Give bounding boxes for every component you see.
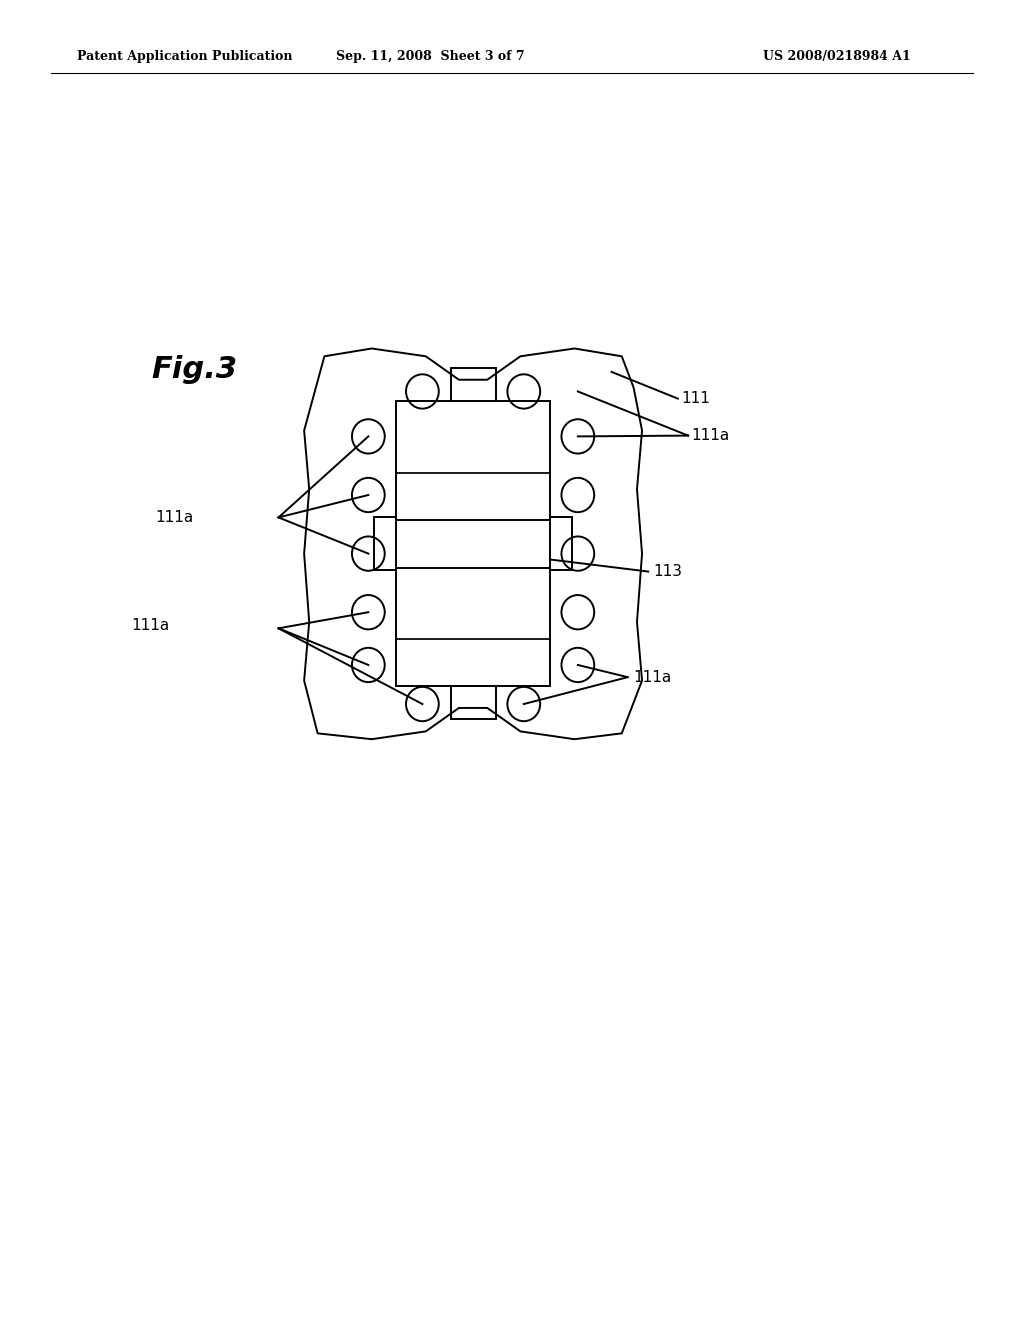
Text: Sep. 11, 2008  Sheet 3 of 7: Sep. 11, 2008 Sheet 3 of 7 (336, 50, 524, 63)
Bar (550, 517, 572, 570)
Text: US 2008/0218984 A1: US 2008/0218984 A1 (763, 50, 910, 63)
Bar (451, 686, 496, 719)
Text: 111a: 111a (156, 510, 194, 525)
Text: 111a: 111a (691, 428, 729, 444)
Text: 111: 111 (681, 391, 710, 407)
Bar (396, 568, 550, 686)
Text: Patent Application Publication: Patent Application Publication (77, 50, 292, 63)
Bar (374, 517, 396, 570)
Text: Fig.3: Fig.3 (152, 355, 238, 384)
Text: 111a: 111a (131, 618, 169, 634)
Text: 111a: 111a (633, 669, 671, 685)
Bar (396, 401, 550, 520)
Bar (451, 368, 496, 401)
Text: 113: 113 (653, 564, 682, 579)
